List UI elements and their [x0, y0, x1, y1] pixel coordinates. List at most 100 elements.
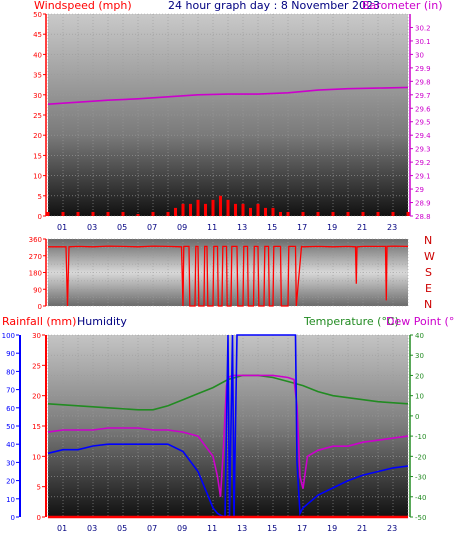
wind-bar — [256, 203, 260, 216]
y-tick-label: -50 — [415, 514, 426, 522]
wind-bar — [46, 211, 50, 216]
y-tick-label: 5 — [38, 193, 42, 201]
y-tick-label: 0 — [11, 514, 15, 522]
wind-bar — [166, 211, 170, 216]
x-tick-label: 21 — [357, 524, 367, 533]
y-tick-label: 0 — [37, 514, 41, 522]
wind-direction-line — [48, 245, 409, 307]
y-tick-label: 5 — [37, 484, 41, 492]
wind-bar — [331, 211, 335, 216]
y-tick-label: 90 — [6, 350, 15, 358]
y-tick-label: 30 — [6, 459, 15, 467]
wind-bar — [189, 203, 192, 216]
wind-bar — [61, 211, 65, 216]
y-tick-label: 20 — [32, 393, 41, 401]
y-tick-label: 15 — [32, 423, 41, 431]
x-tick-label: 23 — [387, 223, 397, 232]
y-tick-label: 100 — [2, 332, 15, 340]
y-tick-label: 35 — [33, 72, 42, 80]
y-tick-label: -10 — [415, 433, 426, 441]
y-tick-label: 0 — [415, 413, 419, 421]
y-tick-label: 29.6 — [415, 105, 431, 113]
y-tick-label: 30.1 — [415, 38, 431, 46]
dewpoint-axis-label: Dew Point (°C) — [386, 315, 455, 328]
x-tick-label: 05 — [117, 223, 127, 232]
rainfall-axis-label: Rainfall (mm) — [2, 315, 76, 328]
dir-label-w: W — [424, 250, 435, 263]
wind-bar — [219, 195, 222, 216]
y-tick-label: 30 — [33, 92, 42, 100]
y-tick-label: 360 — [29, 236, 42, 244]
y-tick-label: 29.3 — [415, 146, 431, 154]
humidity-axis-label: Humidity — [77, 315, 127, 328]
wind-bar — [376, 211, 380, 216]
y-tick-label: 90 — [33, 286, 42, 294]
x-tick-label: 03 — [87, 524, 97, 533]
wind-bar — [121, 211, 125, 216]
axes — [16, 13, 413, 518]
x-tick-label: 01 — [57, 524, 67, 533]
y-tick-label: 30.2 — [415, 24, 431, 32]
barometer-line — [47, 86, 409, 105]
y-tick-label: 25 — [33, 112, 42, 120]
y-tick-label: 29 — [415, 186, 424, 194]
wind-bar — [196, 199, 200, 216]
chart-title: 24 hour graph day : 8 November 2023 — [168, 0, 380, 12]
y-tick-label: 29.7 — [415, 92, 431, 100]
temperature-axis-label: Temperature (°C) — [303, 315, 399, 328]
wind-bar — [264, 207, 267, 216]
y-tick-label: 29.2 — [415, 159, 431, 167]
x-tick-label: 05 — [117, 524, 127, 533]
y-tick-label: 10 — [415, 393, 424, 401]
x-tick-label: 19 — [327, 223, 337, 232]
tick-labels: 01 03 05 07 09 11 13 15 17 19 21 230510152025303540… — [2, 11, 432, 533]
humidity-line — [47, 334, 409, 519]
y-tick-label: 30 — [32, 332, 41, 340]
wind-bar — [391, 211, 395, 216]
grid-lines — [47, 13, 409, 518]
wind-bar — [346, 211, 350, 216]
y-tick-label: 40 — [33, 51, 42, 59]
wind-bar — [301, 211, 305, 216]
wind-bar — [361, 211, 365, 216]
x-tick-label: 03 — [87, 223, 97, 232]
y-tick-label: 45 — [33, 31, 42, 39]
y-tick-label: 70 — [6, 387, 15, 395]
dir-label-e: E — [425, 282, 432, 295]
wind-bar — [211, 199, 215, 216]
wind-bar — [279, 211, 282, 216]
wind-bar — [316, 211, 320, 216]
y-tick-label: 270 — [29, 253, 42, 261]
temperature-line — [47, 374, 409, 411]
y-tick-label: 29.8 — [415, 78, 431, 86]
x-tick-label: 17 — [297, 223, 307, 232]
wind-bar — [406, 211, 410, 216]
y-tick-label: 30 — [415, 352, 424, 360]
y-tick-label: 20 — [33, 132, 42, 140]
y-tick-label: -30 — [415, 474, 426, 482]
x-tick-label: 07 — [147, 524, 157, 533]
y-tick-label: 10 — [32, 453, 41, 461]
y-tick-label: 10 — [6, 496, 15, 504]
x-tick-label: 21 — [357, 223, 367, 232]
x-tick-label: 15 — [267, 223, 277, 232]
dir-label-n-top: N — [424, 234, 432, 247]
barometer-axis-label: Barometer (in) — [362, 0, 443, 12]
x-tick-label: 01 — [57, 223, 67, 232]
wind-bar — [271, 207, 275, 216]
wind-bar — [234, 203, 237, 216]
wind-bar — [204, 203, 207, 216]
y-tick-label: 60 — [6, 405, 15, 413]
y-tick-label: 29.4 — [415, 132, 431, 140]
y-tick-label: 20 — [415, 372, 424, 380]
y-tick-label: 29.1 — [415, 173, 431, 181]
wind-bar — [286, 211, 290, 216]
windspeed-axis-label: Windspeed (mph) — [34, 0, 132, 12]
y-tick-label: 80 — [6, 368, 15, 376]
wind-bar — [226, 199, 230, 216]
y-tick-label: 30 — [415, 51, 424, 59]
y-tick-label: 20 — [6, 478, 15, 486]
series-marks — [46, 86, 410, 519]
y-tick-label: -40 — [415, 494, 426, 502]
